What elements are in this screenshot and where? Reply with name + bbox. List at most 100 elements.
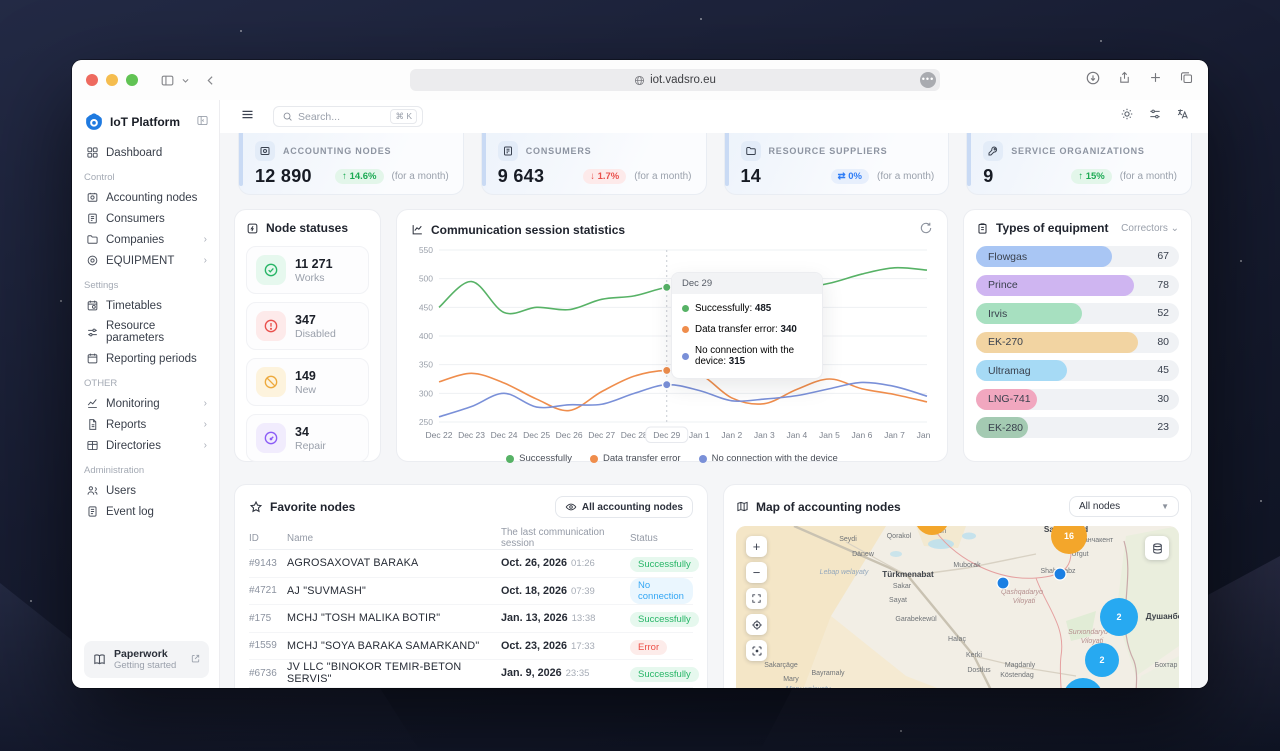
svg-text:Jan 2: Jan 2 (721, 430, 742, 440)
share-icon[interactable] (1117, 70, 1132, 90)
svg-text:Dec 22: Dec 22 (426, 430, 453, 440)
url-text: iot.vadsro.eu (650, 74, 716, 86)
sidebar-item-resource-parameters[interactable]: Resource parameters (84, 316, 209, 348)
svg-text:550: 550 (419, 245, 433, 255)
equipment-bar[interactable]: Irvis 52 (976, 303, 1179, 324)
resource-parameters-icon (88, 328, 97, 336)
equipment-bar[interactable]: EK-280 23 (976, 417, 1179, 438)
sidebar-item-dashboard[interactable]: Dashboard (84, 142, 209, 163)
stat-card-service-organizations[interactable]: SERVICE ORGANIZATIONS 9 ↑ 15% (for a mon… (966, 133, 1192, 195)
table-row[interactable]: #6736 JV LLC "BINOKOR TEMIR-BETON SERVIS"… (249, 659, 699, 687)
chevron-down-icon[interactable] (181, 76, 190, 85)
sidebar-item-monitoring[interactable]: Monitoring › (84, 393, 209, 414)
sidebar-item-label: Monitoring (106, 397, 160, 410)
table-row[interactable]: #1559 MCHJ "SOYA BARAKA SAMARKAND" Oct. 2… (249, 631, 693, 660)
sidebar-item-consumers[interactable]: Consumers (84, 208, 209, 229)
svg-text:2: 2 (1116, 612, 1121, 622)
minimize-button[interactable] (106, 74, 118, 86)
stat-period: (for a month) (634, 171, 692, 182)
collapse-sidebar-icon[interactable] (196, 114, 209, 130)
stat-card-accounting-nodes[interactable]: ACCOUNTING NODES 12 890 ↑ 14.6% (for a m… (238, 133, 464, 195)
paperwork-card[interactable]: Paperwork Getting started (84, 641, 209, 678)
equipment-bar[interactable]: EK-270 80 (976, 331, 1179, 353)
preferences-sliders-icon[interactable] (1148, 107, 1162, 126)
search-input[interactable] (298, 110, 378, 123)
panel-title: Communication session statistics (431, 222, 626, 237)
language-icon[interactable] (1176, 107, 1190, 126)
address-bar[interactable]: iot.vadsro.eu ••• (410, 69, 940, 91)
back-button[interactable] (204, 74, 217, 87)
map-filter-dropdown[interactable]: All nodes ▼ (1069, 496, 1179, 517)
svg-text:Sakar: Sakar (893, 583, 912, 590)
fullscreen-button[interactable] (746, 588, 767, 609)
browser-window: iot.vadsro.eu ••• IoT Platform Dashboard… (72, 60, 1208, 688)
sidebar-item-timetables[interactable]: Timetables (84, 295, 209, 316)
paperwork-title: Paperwork (114, 648, 168, 660)
stat-card-resource-suppliers[interactable]: RESOURCE SUPPLIERS 14 ⇄ 0% (for a month) (723, 133, 950, 195)
map-panel: Map of accounting nodes All nodes ▼ + − (723, 484, 1192, 688)
svg-text:Душанбе: Душанбе (1146, 611, 1179, 621)
toggle-sidebar-icon[interactable] (160, 73, 175, 88)
map-canvas[interactable]: + − (736, 526, 1179, 688)
status-badge: Successfully (630, 557, 699, 573)
locate-button[interactable] (746, 614, 767, 635)
node-status-disabled[interactable]: 347 Disabled (246, 302, 369, 350)
table-row[interactable]: #4721 AJ "SUVMASH" Oct. 18, 2026 07:39 No … (249, 576, 693, 605)
table-row[interactable]: #175 MCHJ "TOSH MALIKA BOTIR" Jan. 13, 20… (249, 604, 699, 632)
equipment-filter-dropdown[interactable]: Correctors ⌄ (1121, 222, 1179, 234)
svg-text:Jan 6: Jan 6 (852, 430, 873, 440)
sidebar-item-accounting-nodes[interactable]: Accounting nodes (84, 187, 209, 208)
svg-text:250: 250 (419, 417, 433, 427)
sidebar-item-equipment[interactable]: EQUIPMENT › (84, 250, 209, 271)
refresh-icon[interactable] (919, 221, 933, 238)
panel-title: Map of accounting nodes (756, 499, 901, 514)
sidebar-item-companies[interactable]: Companies › (84, 229, 209, 250)
node-status-works[interactable]: 11 271 Works (246, 246, 369, 294)
zoom-button[interactable] (126, 74, 138, 86)
panel-title: Favorite nodes (270, 500, 356, 514)
sidebar-item-users[interactable]: Users (84, 480, 209, 501)
theme-toggle-icon[interactable] (1120, 107, 1134, 126)
sidebar-item-label: Event log (106, 505, 154, 518)
svg-text:Bayramaly: Bayramaly (811, 670, 845, 677)
tab-overview-icon[interactable] (1179, 70, 1194, 90)
hamburger-menu-icon[interactable] (240, 107, 255, 127)
stat-label: ACCOUNTING NODES (283, 146, 392, 156)
search-box[interactable]: ⌘ K (273, 106, 423, 127)
stat-card-consumers[interactable]: CONSUMERS 9 643 ↓ 1.7% (for a month) (480, 133, 707, 195)
zoom-out-button[interactable]: − (746, 562, 767, 583)
scan-area-button[interactable] (746, 640, 767, 661)
downloads-icon[interactable] (1085, 70, 1101, 91)
column-header-id: ID (249, 532, 259, 544)
map-layers-button[interactable] (1145, 536, 1169, 560)
svg-text:Viloyati: Viloyati (1013, 598, 1036, 605)
favorite-nodes-panel: Favorite nodes All accounting nodes ID N… (234, 484, 708, 688)
alert-circle-icon (256, 311, 286, 341)
chevron-right-icon: › (203, 440, 207, 451)
node-status-repair[interactable]: 34 Repair (246, 414, 369, 462)
sidebar-item-reports[interactable]: Reports › (84, 414, 209, 435)
all-accounting-nodes-button[interactable]: All accounting nodes (554, 496, 693, 518)
zoom-in-button[interactable]: + (746, 536, 767, 557)
node-status-new[interactable]: 149 New (246, 358, 369, 406)
sidebar-item-reporting-periods[interactable]: Reporting periods (84, 348, 209, 369)
sidebar-item-label: Resource parameters (106, 320, 165, 344)
sidebar-item-directories[interactable]: Directories › (84, 435, 209, 456)
table-row[interactable]: #9248RAINO DIAGNOSTICS VA DAVOLASH MARKA… (249, 686, 693, 689)
equipment-bar[interactable]: Flowgas 67 (976, 246, 1179, 267)
url-more-icon[interactable]: ••• (920, 72, 936, 88)
equipment-bar[interactable]: Prince 78 (976, 274, 1179, 296)
new-tab-icon[interactable] (1148, 70, 1163, 90)
svg-text:Lebap welayaty: Lebap welayaty (820, 569, 869, 576)
equipment-bar[interactable]: LNG-741 30 (976, 388, 1179, 410)
table-row[interactable]: #9143 AGROSAXOVAT BARAKA Oct. 26, 2026 01:… (249, 549, 699, 577)
svg-text:Jan 3: Jan 3 (754, 430, 775, 440)
close-button[interactable] (86, 74, 98, 86)
svg-text:Dec 24: Dec 24 (491, 430, 518, 440)
equipment-panel: Types of equipment Correctors ⌄ Flowgas 6… (963, 209, 1192, 462)
sidebar-item-event-log[interactable]: Event log (84, 501, 209, 522)
equipment-bar[interactable]: Ultramag 45 (976, 360, 1179, 381)
status-badge: Error (630, 639, 668, 655)
consumers-icon (497, 141, 518, 161)
